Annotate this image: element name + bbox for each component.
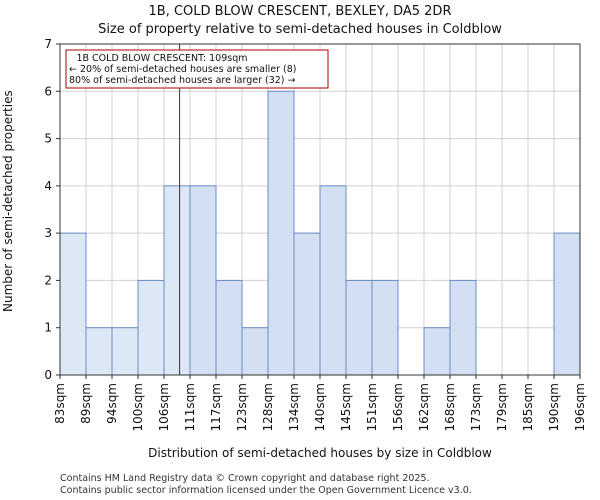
x-tick-label: 89sqm (79, 383, 93, 424)
y-tick-label: 3 (44, 226, 52, 240)
x-tick-label: 123sqm (235, 383, 249, 431)
bar (319, 185, 347, 376)
bar (189, 185, 217, 376)
bar (553, 232, 581, 376)
y-tick-label: 0 (44, 368, 52, 382)
x-tick-label: 83sqm (53, 383, 67, 424)
y-tick-label: 5 (44, 132, 52, 146)
x-tick-label: 106sqm (157, 383, 171, 431)
x-tick-label: 196sqm (573, 383, 587, 431)
x-tick-label: 173sqm (469, 383, 483, 431)
annotation-line2: ← 20% of semi-detached houses are smalle… (69, 64, 297, 75)
x-tick-label: 145sqm (339, 383, 353, 431)
x-tick-label: 100sqm (131, 383, 145, 431)
y-tick-label: 7 (44, 37, 52, 51)
y-axis-label: Number of semi-detached properties (1, 90, 15, 312)
bar (345, 279, 373, 376)
x-tick-label: 162sqm (417, 383, 431, 431)
x-tick-label: 111sqm (183, 383, 197, 431)
x-tick-label: 151sqm (365, 383, 379, 431)
bar (111, 327, 139, 376)
bar (423, 327, 451, 376)
y-tick-label: 6 (44, 84, 52, 98)
bar (241, 327, 269, 376)
bar (371, 279, 399, 376)
x-tick-label: 128sqm (261, 383, 275, 431)
x-tick-label: 140sqm (313, 383, 327, 431)
x-axis-label: Distribution of semi-detached houses by … (148, 446, 492, 460)
x-tick-label: 117sqm (209, 383, 223, 431)
annotation-line3: 80% of semi-detached houses are larger (… (69, 75, 296, 86)
annotation-box (65, 49, 329, 89)
x-tick-label: 179sqm (495, 383, 509, 431)
x-tick-label: 185sqm (521, 383, 535, 431)
x-tick-label: 190sqm (547, 383, 561, 431)
bar (215, 279, 243, 376)
y-tick-label: 1 (44, 321, 52, 335)
bar (267, 90, 295, 376)
x-tick-label: 94sqm (105, 383, 119, 424)
x-tick-label: 134sqm (287, 383, 301, 431)
chart-title-line1: 1B, COLD BLOW CRESCENT, BEXLEY, DA5 2DR (148, 4, 452, 19)
bar (449, 279, 477, 376)
bar (85, 327, 113, 376)
bar (293, 232, 321, 376)
y-tick-label: 4 (44, 179, 52, 193)
x-tick-label: 156sqm (391, 383, 405, 431)
footer-line1: Contains HM Land Registry data © Crown c… (60, 473, 430, 484)
x-tick-label: 168sqm (443, 383, 457, 431)
bar (59, 232, 87, 376)
footer-line2: Contains public sector information licen… (60, 485, 472, 496)
annotation-line1: 1B COLD BLOW CRESCENT: 109sqm (76, 53, 247, 64)
bar (137, 279, 165, 376)
y-tick-label: 2 (44, 273, 52, 287)
bar (163, 185, 191, 376)
chart-title-line2: Size of property relative to semi-detach… (98, 22, 502, 37)
